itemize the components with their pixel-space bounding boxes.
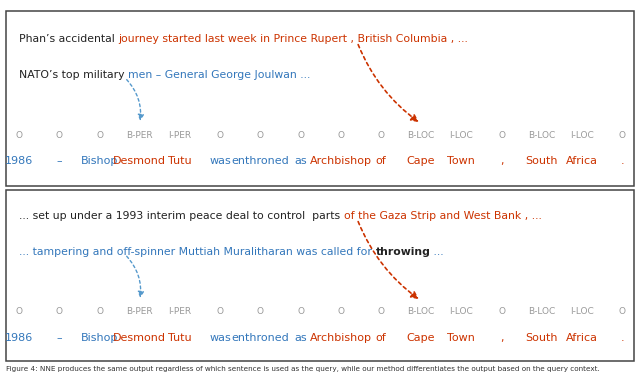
Text: as: as xyxy=(294,156,307,166)
Text: I-PER: I-PER xyxy=(168,308,191,316)
Text: 1986: 1986 xyxy=(5,156,33,166)
Text: O: O xyxy=(619,308,625,316)
Text: O: O xyxy=(96,130,103,140)
Text: O: O xyxy=(16,308,22,316)
Text: Town: Town xyxy=(447,156,476,166)
Text: Archbishop: Archbishop xyxy=(310,333,372,343)
Text: was: was xyxy=(209,156,231,166)
Text: O: O xyxy=(337,130,344,140)
Text: Desmond: Desmond xyxy=(113,156,166,166)
Text: of: of xyxy=(376,333,387,343)
Text: Tutu: Tutu xyxy=(168,333,192,343)
Text: Town: Town xyxy=(447,333,476,343)
FancyBboxPatch shape xyxy=(6,190,634,361)
Text: as: as xyxy=(294,333,307,343)
Text: of: of xyxy=(376,156,387,166)
Text: 1986: 1986 xyxy=(5,333,33,343)
Text: O: O xyxy=(56,308,63,316)
Text: O: O xyxy=(378,308,385,316)
Text: O: O xyxy=(378,130,385,140)
Text: O: O xyxy=(257,308,264,316)
FancyBboxPatch shape xyxy=(6,11,634,186)
Text: I-PER: I-PER xyxy=(168,130,191,140)
Text: Africa: Africa xyxy=(566,156,598,166)
Text: O: O xyxy=(217,130,223,140)
Text: ,: , xyxy=(500,333,503,343)
Text: men – General George Joulwan ...: men – General George Joulwan ... xyxy=(128,70,310,80)
Text: –: – xyxy=(56,333,62,343)
Text: South: South xyxy=(525,333,558,343)
Text: ... tampering and off-spinner Muttiah Muralitharan was called for: ... tampering and off-spinner Muttiah Mu… xyxy=(19,247,376,257)
Text: .: . xyxy=(620,156,624,166)
Text: B-PER: B-PER xyxy=(127,130,153,140)
Text: O: O xyxy=(498,130,505,140)
Text: Figure 4: NNE produces the same output regardless of which sentence is used as t: Figure 4: NNE produces the same output r… xyxy=(6,366,600,372)
Text: O: O xyxy=(217,308,223,316)
Text: Archbishop: Archbishop xyxy=(310,156,372,166)
Text: Bishop: Bishop xyxy=(81,333,118,343)
Text: B-PER: B-PER xyxy=(127,308,153,316)
Text: Tutu: Tutu xyxy=(168,156,192,166)
Text: O: O xyxy=(619,130,625,140)
Text: I-LOC: I-LOC xyxy=(449,130,473,140)
Text: throwing: throwing xyxy=(376,247,431,257)
Text: Desmond: Desmond xyxy=(113,333,166,343)
Text: I-LOC: I-LOC xyxy=(449,308,473,316)
Text: .: . xyxy=(620,333,624,343)
Text: B-LOC: B-LOC xyxy=(528,308,556,316)
Text: of the Gaza Strip and West Bank , ...: of the Gaza Strip and West Bank , ... xyxy=(344,211,541,221)
Text: Cape: Cape xyxy=(407,333,435,343)
Text: B-LOC: B-LOC xyxy=(408,308,435,316)
Text: was: was xyxy=(209,333,231,343)
Text: ... set up under a 1993 interim peace deal to control  parts: ... set up under a 1993 interim peace de… xyxy=(19,211,344,221)
Text: B-LOC: B-LOC xyxy=(528,130,556,140)
Text: O: O xyxy=(498,308,505,316)
Text: enthroned: enthroned xyxy=(232,333,289,343)
Text: I-LOC: I-LOC xyxy=(570,130,594,140)
Text: Cape: Cape xyxy=(407,156,435,166)
Text: ,: , xyxy=(500,156,503,166)
Text: –: – xyxy=(56,156,62,166)
Text: O: O xyxy=(96,308,103,316)
Text: O: O xyxy=(297,308,304,316)
Text: Bishop: Bishop xyxy=(81,156,118,166)
Text: Phan’s accidental: Phan’s accidental xyxy=(19,34,118,44)
Text: enthroned: enthroned xyxy=(232,156,289,166)
Text: I-LOC: I-LOC xyxy=(570,308,594,316)
Text: B-LOC: B-LOC xyxy=(408,130,435,140)
Text: journey started last week in Prince Rupert , British Columbia , ...: journey started last week in Prince Rupe… xyxy=(118,34,468,44)
Text: O: O xyxy=(257,130,264,140)
Text: ...: ... xyxy=(431,247,444,257)
Text: O: O xyxy=(297,130,304,140)
Text: Africa: Africa xyxy=(566,333,598,343)
Text: South: South xyxy=(525,156,558,166)
Text: O: O xyxy=(56,130,63,140)
Text: O: O xyxy=(337,308,344,316)
Text: O: O xyxy=(16,130,22,140)
Text: NATO’s top military: NATO’s top military xyxy=(19,70,128,80)
